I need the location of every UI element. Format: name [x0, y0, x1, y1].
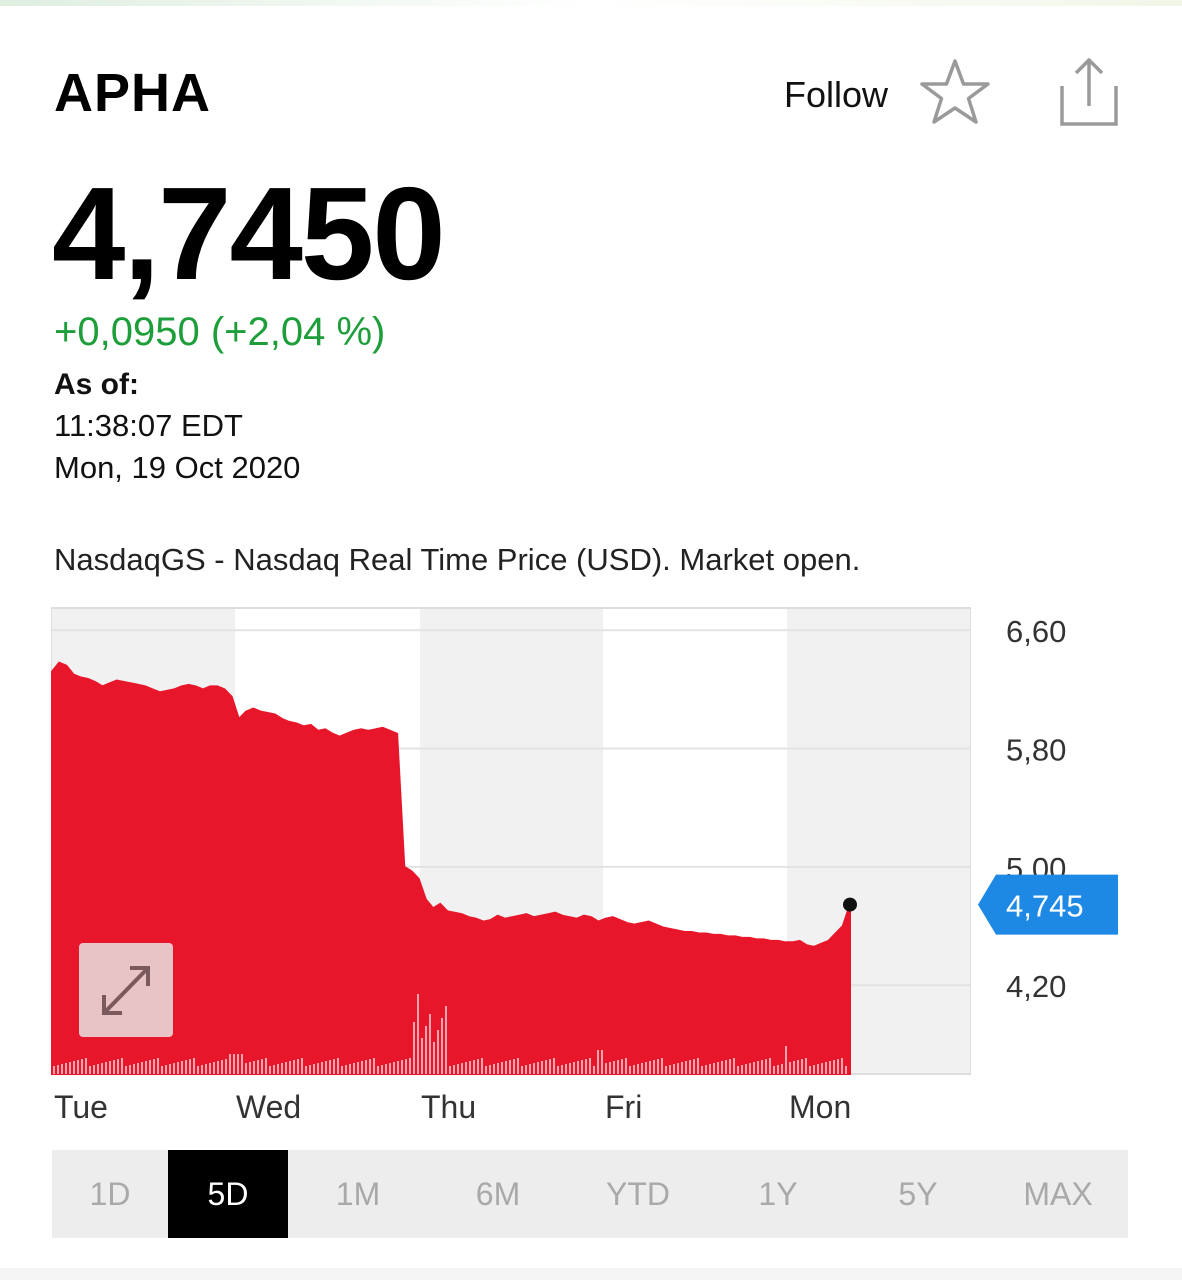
timeframe-6m[interactable]: 6M: [475, 1175, 521, 1212]
timeframe-ytd[interactable]: YTD: [606, 1175, 670, 1212]
timeframe-5y[interactable]: 5Y: [898, 1175, 938, 1212]
star-icon[interactable]: [918, 56, 992, 130]
price-change: +0,0950 (+2,04 %): [54, 310, 386, 354]
y-tick-label: 5,80: [1006, 733, 1066, 768]
timeframe-1m[interactable]: 1M: [335, 1175, 381, 1212]
price-area-series: [51, 661, 851, 1075]
x-tick-label: Thu: [421, 1089, 476, 1125]
timeframe-1y[interactable]: 1Y: [758, 1175, 798, 1212]
x-tick-label: Mon: [789, 1089, 851, 1125]
quote-date: Mon, 19 Oct 2020: [54, 450, 301, 485]
as-of-label: As of:: [54, 368, 139, 401]
quote-time: 11:38:07 EDT: [54, 408, 243, 443]
y-tick-label: 4,20: [1006, 969, 1066, 1004]
x-tick-label: Wed: [236, 1089, 301, 1125]
top-status-bar: [0, 0, 1182, 6]
timeframe-1d[interactable]: 1D: [89, 1175, 131, 1212]
timeframe-selector: 1D 5D 1M 6M YTD 1Y 5Y MAX: [52, 1150, 1128, 1238]
y-tick-label: 6,60: [1006, 614, 1066, 649]
timeframe-max[interactable]: MAX: [1023, 1175, 1093, 1212]
current-price: 4,7450: [52, 160, 446, 307]
current-point-marker: [843, 897, 857, 912]
follow-button[interactable]: Follow: [784, 74, 889, 115]
expand-icon: [102, 966, 150, 1015]
x-tick-label: Fri: [605, 1089, 642, 1125]
x-tick-label: Tue: [54, 1089, 108, 1125]
current-price-tag-label: 4,745: [1006, 889, 1084, 924]
timeframe-5d[interactable]: 5D: [168, 1150, 288, 1238]
bottom-bar: [0, 1268, 1182, 1280]
share-icon[interactable]: [1054, 56, 1124, 130]
ticker-symbol: APHA: [54, 63, 212, 123]
current-price-tag: [978, 874, 1118, 935]
price-source: NasdaqGS - Nasdaq Real Time Price (USD).…: [54, 542, 861, 577]
